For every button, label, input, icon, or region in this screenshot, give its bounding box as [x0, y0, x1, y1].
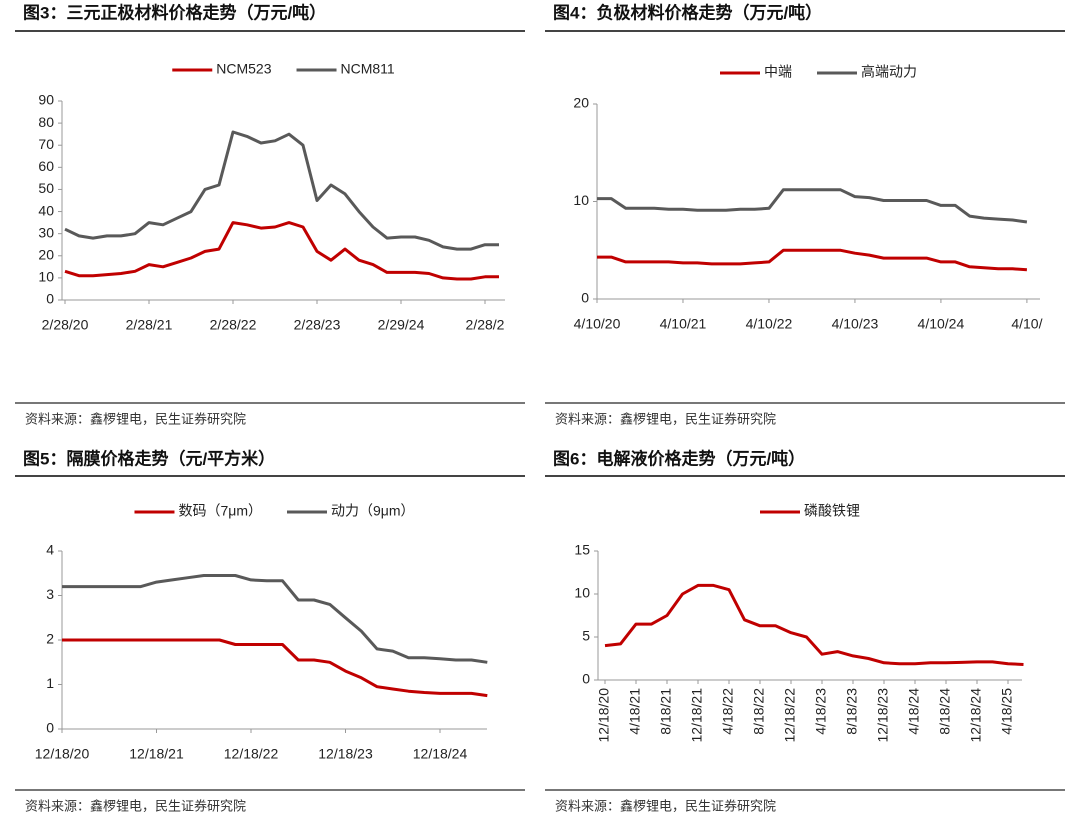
y-tick-label: 2 — [46, 631, 54, 647]
source-note: 资料来源：鑫椤锂电，民生证券研究院 — [555, 411, 776, 426]
legend-label: NCM811 — [341, 61, 395, 77]
x-tick-label: 12/18/20 — [596, 688, 612, 743]
x-tick-label: 2/28/2 — [466, 317, 505, 333]
x-tick-label: 12/18/21 — [689, 688, 705, 743]
y-tick-label: 0 — [581, 290, 589, 306]
x-tick-label: 2/29/24 — [378, 317, 425, 333]
source-note: 资料来源：鑫椤锂电，民生证券研究院 — [25, 798, 246, 813]
x-tick-label: 8/18/22 — [751, 688, 767, 735]
series-line — [597, 188, 1028, 224]
x-tick-label: 12/18/22 — [782, 688, 798, 743]
legend-label: 高端动力 — [861, 64, 917, 80]
y-tick-label: 40 — [38, 202, 54, 218]
y-tick-label: 20 — [573, 95, 589, 111]
x-tick-label: 2/28/21 — [126, 317, 173, 333]
x-tick-label: 4/10/24 — [918, 316, 965, 332]
source-note: 资料来源：鑫椤锂电，民生证券研究院 — [555, 798, 776, 813]
series-line — [62, 638, 488, 698]
x-tick-label: 12/18/23 — [875, 688, 891, 743]
x-tick-label: 12/18/23 — [318, 746, 373, 762]
x-tick-label: 4/18/21 — [627, 688, 643, 735]
y-tick-label: 10 — [573, 192, 589, 208]
chart-title: 图4：负极材料价格走势（万元/吨） — [553, 2, 822, 22]
x-tick-label: 4/10/22 — [746, 316, 793, 332]
series-line — [604, 583, 1024, 666]
series-line — [64, 130, 499, 251]
y-tick-label: 10 — [574, 585, 590, 601]
x-tick-label: 12/18/24 — [413, 746, 468, 762]
legend-label: NCM523 — [216, 61, 271, 77]
x-tick-label: 8/18/21 — [658, 688, 674, 735]
x-tick-label: 2/28/23 — [294, 317, 341, 333]
y-tick-label: 50 — [38, 180, 54, 196]
series-line — [62, 574, 488, 664]
x-tick-label: 4/18/24 — [906, 688, 922, 735]
legend-label: 中端 — [764, 64, 792, 80]
y-tick-label: 30 — [38, 224, 54, 240]
x-tick-label: 8/18/23 — [844, 688, 860, 735]
y-tick-label: 0 — [46, 291, 54, 307]
y-tick-label: 60 — [38, 158, 54, 174]
y-tick-label: 3 — [46, 586, 54, 602]
chart-title: 图5：隔膜价格走势（元/平方米） — [23, 448, 275, 468]
y-tick-label: 0 — [582, 671, 590, 687]
y-tick-label: 4 — [46, 542, 54, 558]
x-tick-label: 12/18/24 — [968, 688, 984, 743]
chart-title: 图3：三元正极材料价格走势（万元/吨） — [23, 2, 326, 22]
y-tick-label: 70 — [38, 136, 54, 152]
x-tick-label: 12/18/20 — [35, 746, 90, 762]
x-tick-label: 8/18/24 — [937, 688, 953, 735]
source-note: 资料来源：鑫椤锂电，民生证券研究院 — [25, 411, 246, 426]
legend-label: 磷酸铁锂 — [804, 503, 860, 519]
x-tick-label: 4/10/21 — [660, 316, 707, 332]
x-tick-label: 4/10/23 — [832, 316, 879, 332]
x-tick-label: 4/18/25 — [999, 688, 1015, 735]
y-tick-label: 20 — [38, 246, 54, 262]
y-tick-label: 80 — [38, 114, 54, 130]
x-tick-label: 12/18/22 — [224, 746, 279, 762]
x-tick-label: 4/18/23 — [813, 688, 829, 735]
y-tick-label: 5 — [582, 628, 590, 644]
y-tick-label: 90 — [38, 92, 54, 108]
y-tick-label: 15 — [574, 542, 590, 558]
y-tick-label: 0 — [46, 720, 54, 736]
x-tick-label: 4/18/22 — [720, 688, 736, 735]
chart-title: 图6：电解液价格走势（万元/吨） — [553, 448, 805, 468]
legend-label: 数码（7μm） — [178, 503, 262, 519]
x-tick-label: 12/18/21 — [129, 746, 184, 762]
x-tick-label: 2/28/20 — [42, 317, 89, 333]
x-tick-label: 2/28/22 — [210, 317, 257, 333]
legend-label: 动力（9μm） — [331, 503, 415, 519]
x-tick-label: 4/10/ — [1011, 316, 1042, 332]
y-tick-label: 10 — [38, 269, 54, 285]
x-tick-label: 4/10/20 — [574, 316, 621, 332]
series-line — [597, 248, 1028, 272]
series-line — [64, 221, 499, 281]
y-tick-label: 1 — [46, 675, 54, 691]
